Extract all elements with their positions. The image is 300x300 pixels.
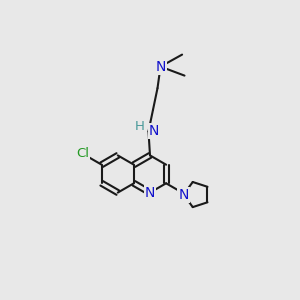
Text: H: H (135, 120, 145, 134)
Text: N: N (149, 124, 159, 138)
Text: N: N (155, 60, 166, 74)
Text: N: N (145, 186, 155, 200)
Text: N: N (178, 188, 189, 202)
Text: Cl: Cl (76, 147, 89, 161)
